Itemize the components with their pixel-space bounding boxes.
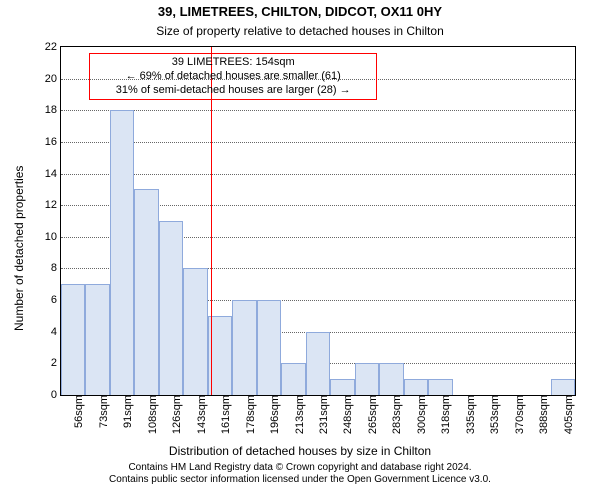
- y-tick-label: 14: [45, 168, 61, 180]
- x-tick-label: 178sqm: [245, 395, 257, 434]
- y-tick-label: 4: [51, 326, 61, 338]
- histogram-bar: [257, 300, 281, 395]
- histogram-bar: [330, 379, 354, 395]
- x-tick-label: 196sqm: [269, 395, 281, 434]
- x-tick-label: 335sqm: [465, 395, 477, 434]
- histogram-bar: [134, 189, 158, 395]
- x-tick-label: 265sqm: [367, 395, 379, 434]
- chart-container: 39, LIMETREES, CHILTON, DIDCOT, OX11 0HY…: [0, 0, 600, 500]
- histogram-bar: [428, 379, 452, 395]
- chart-subtitle: Size of property relative to detached ho…: [0, 24, 600, 38]
- y-axis-label: Number of detached properties: [12, 166, 26, 331]
- chart-title: 39, LIMETREES, CHILTON, DIDCOT, OX11 0HY: [0, 4, 600, 19]
- histogram-bar: [281, 363, 305, 395]
- footer-line-1: Contains HM Land Registry data © Crown c…: [0, 462, 600, 474]
- histogram-bar: [379, 363, 403, 395]
- histogram-bar: [551, 379, 575, 395]
- plot-area: 024681012141618202256sqm73sqm91sqm108sqm…: [60, 46, 576, 396]
- histogram-bar: [404, 379, 428, 395]
- y-tick-label: 0: [51, 389, 61, 401]
- histogram-bar: [110, 110, 134, 395]
- x-tick-label: 56sqm: [73, 395, 85, 428]
- annotation-line: 39 LIMETREES: 154sqm: [94, 56, 372, 70]
- histogram-bar: [306, 332, 330, 395]
- x-tick-label: 405sqm: [563, 395, 575, 434]
- gridline-h: [61, 142, 575, 143]
- y-tick-label: 20: [45, 73, 61, 85]
- x-tick-label: 353sqm: [489, 395, 501, 434]
- annotation-line: 31% of semi-detached houses are larger (…: [94, 84, 372, 98]
- x-tick-label: 108sqm: [147, 395, 159, 434]
- x-tick-label: 91sqm: [122, 395, 134, 428]
- histogram-bar: [61, 284, 85, 395]
- y-tick-label: 22: [45, 41, 61, 53]
- gridline-h: [61, 110, 575, 111]
- histogram-bar: [232, 300, 256, 395]
- y-tick-label: 12: [45, 199, 61, 211]
- x-tick-label: 370sqm: [514, 395, 526, 434]
- histogram-bar: [183, 268, 207, 395]
- footer-line-2: Contains public sector information licen…: [0, 474, 600, 486]
- histogram-bar: [159, 221, 183, 395]
- x-tick-label: 388sqm: [538, 395, 550, 434]
- x-tick-label: 161sqm: [220, 395, 232, 434]
- annotation-line: ← 69% of detached houses are smaller (61…: [94, 70, 372, 84]
- x-tick-label: 283sqm: [391, 395, 403, 434]
- footer-attribution: Contains HM Land Registry data © Crown c…: [0, 462, 600, 486]
- y-tick-label: 10: [45, 231, 61, 243]
- x-tick-label: 248sqm: [342, 395, 354, 434]
- histogram-bar: [355, 363, 379, 395]
- x-axis-label: Distribution of detached houses by size …: [0, 444, 600, 458]
- x-tick-label: 143sqm: [196, 395, 208, 434]
- histogram-bar: [85, 284, 109, 395]
- y-tick-label: 18: [45, 104, 61, 116]
- y-tick-label: 2: [51, 357, 61, 369]
- y-tick-label: 8: [51, 262, 61, 274]
- x-tick-label: 318sqm: [440, 395, 452, 434]
- x-tick-label: 213sqm: [294, 395, 306, 434]
- x-tick-label: 300sqm: [416, 395, 428, 434]
- gridline-h: [61, 174, 575, 175]
- y-tick-label: 16: [45, 136, 61, 148]
- x-tick-label: 73sqm: [98, 395, 110, 428]
- x-tick-label: 126sqm: [171, 395, 183, 434]
- x-tick-label: 231sqm: [318, 395, 330, 434]
- y-tick-label: 6: [51, 294, 61, 306]
- annotation-box: 39 LIMETREES: 154sqm← 69% of detached ho…: [89, 53, 377, 100]
